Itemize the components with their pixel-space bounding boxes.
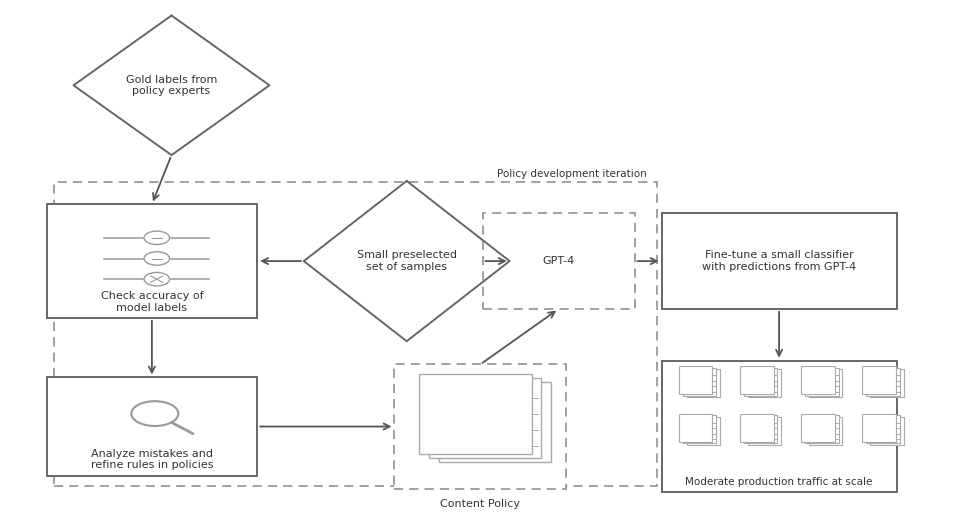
Bar <box>687 417 720 445</box>
Bar <box>683 416 716 443</box>
Bar <box>809 417 843 445</box>
Polygon shape <box>304 181 510 341</box>
Bar <box>870 369 904 397</box>
Bar <box>744 416 777 443</box>
Bar <box>687 369 720 397</box>
Bar <box>748 417 781 445</box>
Bar <box>47 377 257 476</box>
Bar <box>419 373 531 454</box>
Bar <box>679 414 712 442</box>
Bar <box>802 366 835 394</box>
Bar <box>482 214 634 309</box>
Bar <box>740 414 773 442</box>
Bar <box>748 369 781 397</box>
Bar <box>866 368 900 396</box>
Bar <box>870 417 904 445</box>
Bar <box>429 377 541 458</box>
Bar <box>862 366 896 394</box>
Bar <box>683 368 716 396</box>
Circle shape <box>144 272 170 286</box>
Bar <box>740 366 773 394</box>
Bar <box>439 382 551 462</box>
Circle shape <box>144 252 170 265</box>
Bar <box>862 414 896 442</box>
Text: Content Policy: Content Policy <box>440 499 520 509</box>
Bar <box>866 416 900 443</box>
Circle shape <box>131 401 178 426</box>
Bar <box>662 361 897 492</box>
Circle shape <box>144 231 170 245</box>
Bar <box>394 364 565 489</box>
Text: Analyze mistakes and
refine rules in policies: Analyze mistakes and refine rules in pol… <box>90 449 213 470</box>
Text: Fine-tune a small classifier
with predictions from GPT-4: Fine-tune a small classifier with predic… <box>702 250 857 272</box>
Bar <box>47 204 257 318</box>
Text: Check accuracy of
model labels: Check accuracy of model labels <box>101 291 203 313</box>
Text: Small preselected
set of samples: Small preselected set of samples <box>357 250 457 272</box>
Text: GPT-4: GPT-4 <box>543 256 574 266</box>
Text: Policy development iteration: Policy development iteration <box>497 170 647 179</box>
Bar <box>802 414 835 442</box>
Polygon shape <box>74 16 270 155</box>
Bar <box>54 182 657 486</box>
Text: Moderate production traffic at scale: Moderate production traffic at scale <box>685 477 873 487</box>
Bar <box>662 214 897 309</box>
Text: Gold labels from
policy experts: Gold labels from policy experts <box>125 74 218 96</box>
Bar <box>806 368 839 396</box>
Bar <box>806 416 839 443</box>
Bar <box>809 369 843 397</box>
Bar <box>744 368 777 396</box>
Bar <box>679 366 712 394</box>
